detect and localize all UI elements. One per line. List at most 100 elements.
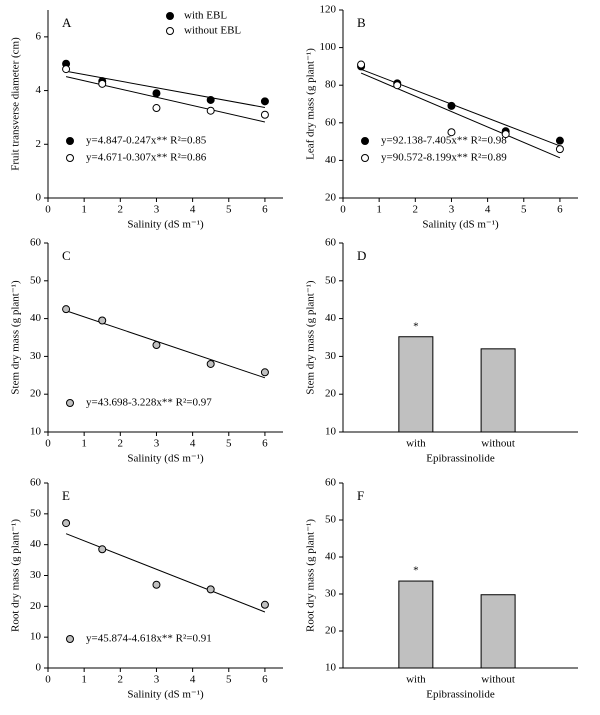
- y-tick-label: 20: [325, 388, 337, 400]
- y-axis-title: Root dry mass (g plant⁻¹): [305, 519, 317, 632]
- bar: [480, 594, 516, 669]
- x-tick-label: 2: [413, 204, 419, 216]
- x-tick-label: 5: [226, 674, 232, 686]
- data-point: [260, 110, 269, 119]
- y-tick-label: 20: [325, 192, 337, 204]
- equation: y=43.698-3.228x** R²=0.97: [86, 397, 212, 409]
- significance-mark: *: [413, 565, 419, 577]
- y-tick-label: 50: [325, 274, 337, 286]
- y-axis-title: Stem dry mass (g plant⁻¹): [305, 280, 317, 395]
- equation-marker: [361, 137, 369, 145]
- data-point: [260, 97, 269, 106]
- data-point: [62, 305, 71, 314]
- x-tick-label: 4: [485, 204, 491, 216]
- x-tick-label: 1: [81, 674, 87, 686]
- x-axis-title: Epibrassinolide: [426, 453, 495, 465]
- data-point: [206, 106, 215, 115]
- y-tick-label: 50: [30, 507, 42, 519]
- equation-marker: [66, 635, 74, 643]
- data-point: [260, 368, 269, 377]
- y-tick-label: 0: [36, 192, 42, 204]
- y-tick-label: 30: [325, 350, 337, 362]
- data-point: [62, 65, 71, 74]
- equation-marker: [361, 154, 369, 162]
- significance-mark: *: [413, 320, 419, 332]
- y-tick-label: 30: [325, 588, 337, 600]
- y-axis-title: Fruit transverse diameter (cm): [10, 37, 22, 171]
- x-tick-label: 3: [154, 438, 160, 450]
- trend-line: [65, 70, 266, 108]
- x-tick-label: 0: [45, 438, 51, 450]
- y-tick-label: 60: [325, 116, 337, 128]
- y-tick-label: 20: [325, 625, 337, 637]
- trend-line: [65, 76, 266, 123]
- x-tick-label: 3: [449, 204, 455, 216]
- legend-marker: [166, 27, 174, 35]
- y-tick-label: 60: [325, 237, 337, 249]
- x-tick-label: 6: [262, 204, 268, 216]
- y-tick-label: 40: [325, 551, 337, 563]
- x-axis-title: Epibrassinolide: [426, 689, 495, 701]
- y-tick-label: 30: [30, 350, 42, 362]
- y-tick-label: 40: [30, 538, 42, 550]
- bar: [398, 580, 434, 669]
- panel-label: B: [357, 15, 366, 30]
- x-axis-title: Salinity (dS m⁻¹): [127, 689, 204, 701]
- data-point: [98, 79, 107, 88]
- y-tick-label: 80: [325, 79, 337, 91]
- data-point: [98, 545, 107, 554]
- y-tick-label: 60: [30, 237, 42, 249]
- y-tick-label: 2: [36, 138, 42, 150]
- trend-line: [65, 533, 266, 613]
- y-tick-label: 20: [30, 600, 42, 612]
- legend-label: without EBL: [184, 25, 241, 37]
- data-point: [206, 359, 215, 368]
- panel-label: F: [357, 488, 364, 503]
- y-tick-label: 6: [36, 30, 42, 42]
- legend-marker: [166, 12, 174, 20]
- x-tick-label: 0: [340, 204, 346, 216]
- data-point: [152, 104, 161, 113]
- x-axis-title: Salinity (dS m⁻¹): [127, 219, 204, 231]
- y-tick-label: 50: [30, 274, 42, 286]
- x-tick-label: 6: [262, 674, 268, 686]
- y-tick-label: 4: [36, 84, 42, 96]
- x-tick-label: 5: [521, 204, 527, 216]
- y-tick-label: 0: [36, 662, 42, 674]
- x-axis-title: Salinity (dS m⁻¹): [422, 219, 499, 231]
- x-tick-label: 6: [262, 438, 268, 450]
- data-point: [98, 316, 107, 325]
- y-tick-label: 40: [325, 154, 337, 166]
- data-point: [152, 580, 161, 589]
- panel-label: D: [357, 248, 366, 263]
- y-tick-label: 120: [320, 4, 337, 16]
- y-tick-label: 10: [30, 631, 42, 643]
- x-tick-label: 1: [81, 438, 87, 450]
- x-tick-label: 1: [376, 204, 382, 216]
- trend-line: [65, 310, 266, 379]
- bar: [398, 336, 434, 433]
- y-tick-label: 20: [30, 388, 42, 400]
- data-point: [260, 600, 269, 609]
- equation: y=45.874-4.618x** R²=0.91: [86, 633, 212, 645]
- data-point: [447, 101, 456, 110]
- y-tick-label: 60: [325, 477, 337, 489]
- y-tick-label: 60: [30, 477, 42, 489]
- x-tick-label: 2: [118, 204, 124, 216]
- y-tick-label: 10: [325, 426, 337, 438]
- legend-label: with EBL: [184, 10, 227, 22]
- panel-label: A: [62, 15, 72, 30]
- x-tick-label: 3: [154, 674, 160, 686]
- y-axis-title: Root dry mass (g plant⁻¹): [10, 519, 22, 632]
- y-axis-title: Stem dry mass (g plant⁻¹): [10, 280, 22, 395]
- x-tick-label: 5: [226, 204, 232, 216]
- y-tick-label: 50: [325, 514, 337, 526]
- y-tick-label: 40: [325, 312, 337, 324]
- data-point: [62, 519, 71, 528]
- equation: y=4.671-0.307x** R²=0.86: [86, 152, 207, 164]
- equation-marker: [66, 399, 74, 407]
- y-axis-title: Leaf dry mass (g plant⁻¹): [305, 48, 317, 160]
- bar: [480, 348, 516, 433]
- x-tick-label: 3: [154, 204, 160, 216]
